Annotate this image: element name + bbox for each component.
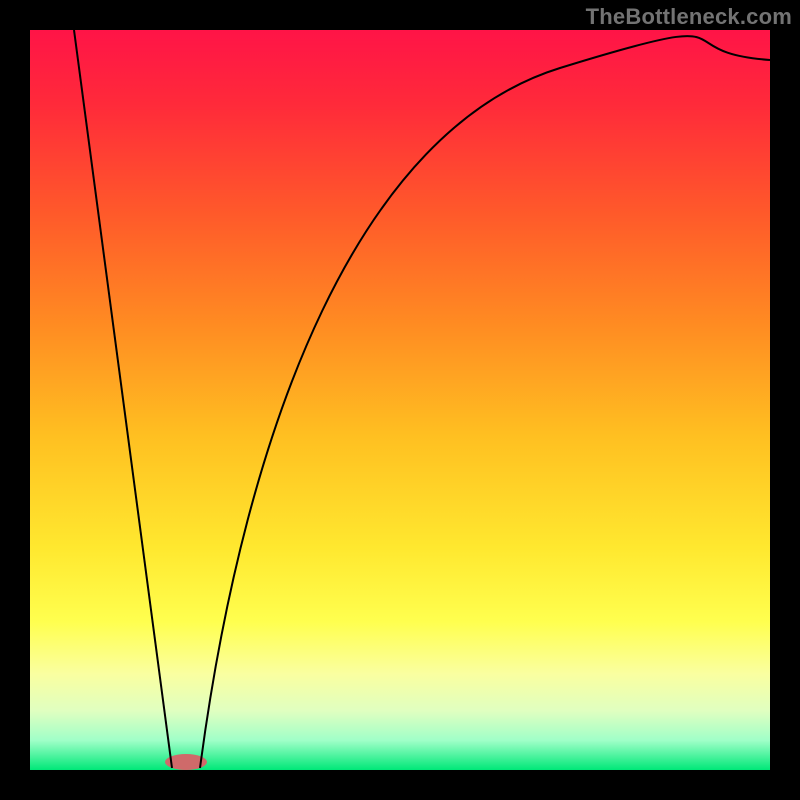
chart-svg — [0, 0, 800, 800]
watermark-text: TheBottleneck.com — [586, 4, 792, 30]
chart-container: TheBottleneck.com — [0, 0, 800, 800]
gradient-area — [30, 30, 770, 770]
